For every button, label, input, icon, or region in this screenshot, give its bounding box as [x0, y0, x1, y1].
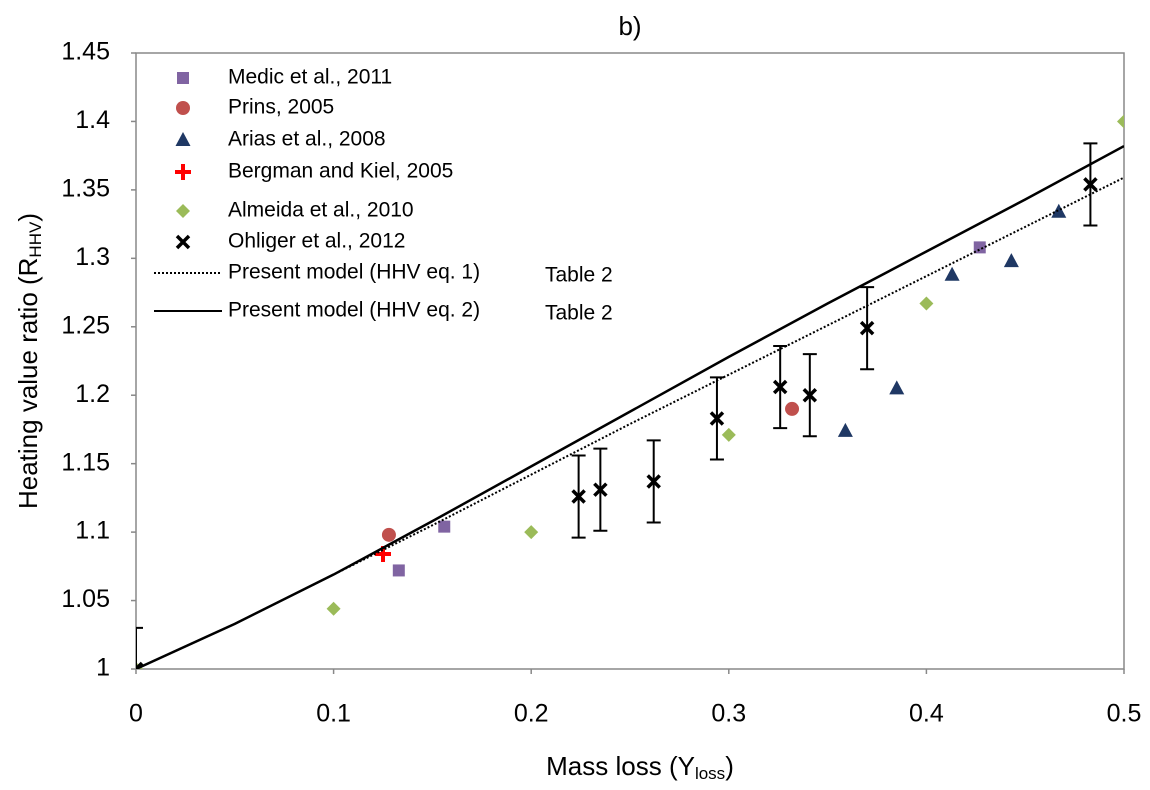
marker-diamond [326, 601, 341, 616]
x-tick-label: 0.1 [316, 700, 351, 728]
y-axis-title-part: ) [13, 213, 43, 222]
legend-label: Bergman and Kiel, 2005 [228, 160, 453, 183]
x-tick-label: 0.2 [514, 700, 549, 728]
marker-cross [646, 474, 661, 489]
marker-cross [709, 411, 725, 426]
legend-label: Present model (HHV eq. 2) [228, 299, 480, 322]
marker-cross [802, 387, 818, 403]
chart-title: b) [618, 11, 641, 41]
marker-diamond [176, 204, 190, 218]
y-tick-label: 1.3 [75, 243, 110, 271]
marker-cross [772, 379, 788, 395]
legend: Medic et al., 2011 Prins, 2005 Arias et al… [154, 66, 613, 325]
y-tick-label: 1.4 [75, 106, 110, 134]
legend-note: Table 2 [545, 264, 613, 287]
y-tick-label: 1.15 [61, 448, 110, 476]
legend-label: Medic et al., 2011 [228, 66, 392, 89]
marker-triangle [175, 132, 191, 146]
x-axis-title-sub: loss [695, 764, 725, 783]
marker-triangle [1051, 203, 1067, 218]
legend-label: Ohliger et al., 2012 [228, 230, 405, 253]
y-tick-label: 1 [96, 654, 110, 682]
marker-triangle [889, 380, 905, 395]
legend-label: Almeida et al., 2010 [228, 199, 414, 222]
y-tick-label: 1.05 [61, 585, 110, 613]
y-tick-label: 1.25 [61, 311, 110, 339]
marker-cross [571, 489, 586, 504]
error-bar [136, 626, 143, 669]
marker-square [392, 564, 405, 577]
marker-square [973, 241, 986, 254]
marker-cross [175, 234, 191, 250]
legend-label: Present model (HHV eq. 1) [228, 261, 480, 284]
marker-diamond [524, 525, 539, 540]
x-tick-label: 0.3 [711, 700, 746, 728]
y-axis-title: Heating value ratio (RHHV) [13, 213, 46, 509]
y-axis-title-part: Heating value ratio (R [13, 258, 43, 509]
x-axis-title-part: Mass loss (Y [546, 751, 695, 781]
marker-triangle [837, 422, 853, 437]
marker-triangle [944, 266, 960, 281]
model-line [136, 144, 1124, 669]
x-tick-label: 0.5 [1107, 700, 1142, 728]
x-tick-label: 0.4 [909, 700, 944, 728]
marker-cross [859, 320, 875, 336]
y-tick-label: 1.35 [61, 174, 110, 202]
y-tick-label: 1.1 [75, 517, 110, 545]
marker-triangle [1003, 253, 1019, 268]
marker-circle [785, 401, 800, 416]
legend-label: Arias et al., 2008 [228, 128, 386, 151]
x-axis-title: Mass loss (Yloss) [546, 751, 734, 784]
plot-area [136, 114, 1124, 669]
marker-circle [176, 101, 190, 115]
plot-frame [135, 52, 1125, 670]
y-tick-label: 1.2 [75, 380, 110, 408]
marker-square [438, 520, 451, 533]
marker-plus [175, 164, 191, 180]
x-tick-label: 0 [129, 700, 143, 728]
x-axis-title-part: ) [725, 751, 734, 781]
marker-square [177, 72, 189, 84]
y-axis-title-sub: HHV [26, 221, 45, 258]
legend-label: Prins, 2005 [228, 96, 334, 119]
y-tick-label: 1.45 [61, 38, 110, 66]
legend-note: Table 2 [545, 302, 613, 325]
marker-diamond [721, 427, 736, 442]
marker-diamond [1117, 114, 1124, 129]
marker-cross [136, 661, 144, 669]
marker-cross [593, 482, 608, 497]
marker-cross [1083, 177, 1098, 192]
marker-circle [381, 527, 396, 542]
marker-diamond [919, 296, 934, 311]
